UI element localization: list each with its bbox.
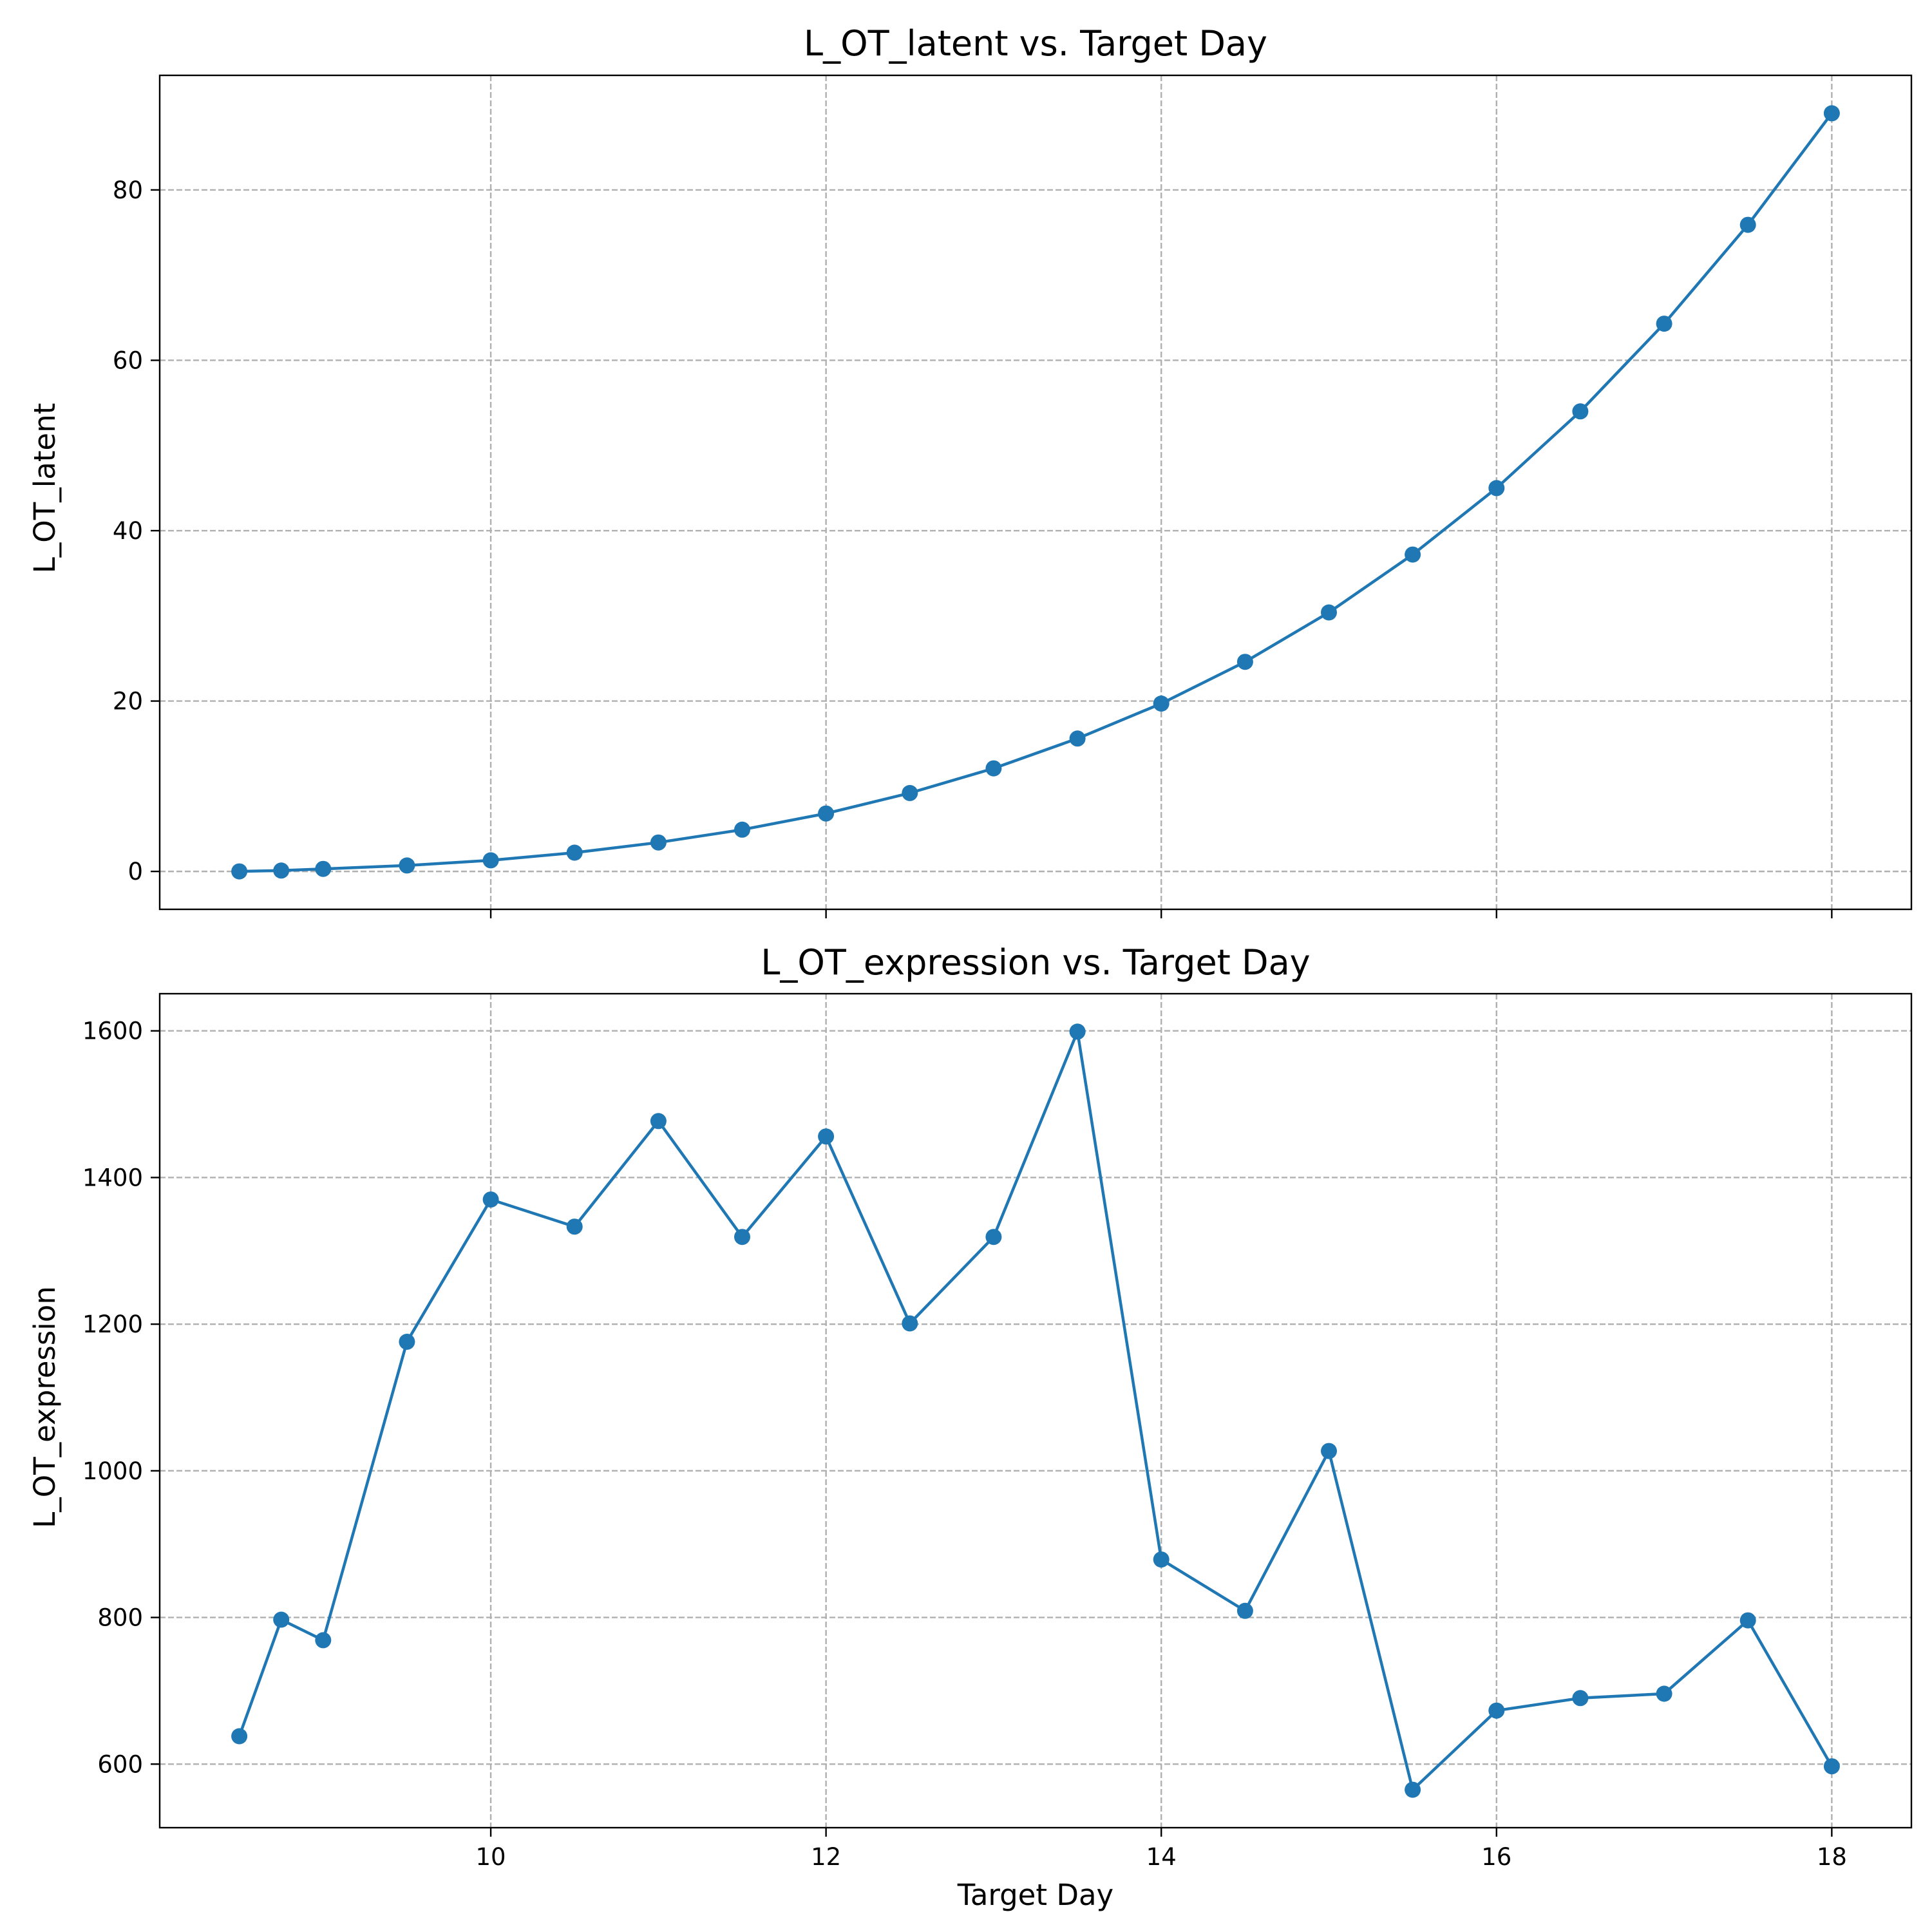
expression-chart-xtick-label: 14	[1146, 1843, 1177, 1871]
latent-chart-series	[231, 105, 1840, 880]
expression-chart-data-point	[566, 1218, 583, 1235]
latent-chart-data-point	[650, 834, 667, 851]
expression-chart-ytick-label: 1000	[82, 1457, 143, 1485]
expression-chart-series	[231, 1023, 1840, 1798]
expression-chart-data-point	[315, 1632, 332, 1649]
expression-chart-panel: L_OT_expression vs. Target Day L_OT_expr…	[28, 942, 1913, 1912]
expression-chart-xtick-label: 18	[1817, 1843, 1847, 1871]
latent-chart-ytick-label: 0	[128, 858, 143, 886]
latent-chart-data-point	[985, 760, 1002, 777]
expression-chart-data-point	[650, 1113, 667, 1130]
latent-chart-panel: L_OT_latent vs. Target Day L_OT_latent 0…	[28, 23, 1913, 918]
latent-chart-data-point	[1236, 654, 1253, 670]
latent-chart-title: L_OT_latent vs. Target Day	[804, 23, 1267, 64]
latent-chart-data-point	[734, 821, 750, 838]
latent-chart-data-point	[1321, 604, 1337, 621]
latent-chart-ytick-label: 80	[113, 176, 143, 204]
latent-chart-ticks: 0 20 40 60 80	[113, 176, 1833, 918]
latent-chart-ytick-label: 40	[113, 517, 143, 545]
expression-chart-data-point	[985, 1229, 1002, 1245]
expression-chart-data-point	[1321, 1443, 1337, 1459]
expression-chart-data-point	[399, 1334, 415, 1350]
latent-chart-frame	[158, 74, 1913, 911]
latent-chart-gridlines	[160, 75, 1911, 909]
latent-chart-data-point	[902, 784, 918, 801]
expression-chart-data-point	[1236, 1602, 1253, 1619]
latent-chart-data-point	[273, 862, 290, 879]
expression-chart-data-point	[1823, 1758, 1840, 1775]
latent-chart-data-point	[1153, 696, 1170, 712]
latent-chart-data-point	[1069, 730, 1086, 747]
latent-chart-ytick-label: 60	[113, 346, 143, 374]
expression-chart-data-point	[1405, 1781, 1421, 1798]
expression-chart-ytick-label: 1600	[82, 1018, 143, 1045]
expression-chart-data-point	[1572, 1690, 1589, 1707]
expression-chart-xtick-label: 12	[811, 1843, 841, 1871]
expression-chart-data-point	[1739, 1612, 1756, 1629]
latent-chart-data-point	[1405, 546, 1421, 563]
expression-chart-data-point	[818, 1128, 835, 1145]
latent-chart-data-point	[231, 863, 248, 880]
expression-chart-data-point	[482, 1191, 499, 1208]
expression-chart-data-point	[1069, 1023, 1086, 1040]
expression-chart-data-point	[902, 1315, 918, 1332]
latent-chart-data-point	[566, 844, 583, 861]
latent-chart-data-point	[482, 852, 499, 869]
expression-chart-ytick-label: 600	[97, 1750, 143, 1778]
latent-chart-data-point	[1739, 216, 1756, 233]
expression-chart-xlabel: Target Day	[957, 1878, 1113, 1912]
latent-chart-ytick-label: 20	[113, 688, 143, 715]
expression-chart-ytick-label: 800	[97, 1604, 143, 1632]
expression-chart-ytick-label: 1400	[82, 1164, 143, 1191]
latent-chart-data-point	[399, 857, 415, 874]
expression-chart-data-point	[734, 1229, 750, 1245]
expression-chart-data-point	[1656, 1685, 1672, 1702]
expression-chart-xtick-label: 10	[476, 1843, 506, 1871]
expression-chart-frame	[158, 992, 1913, 1829]
expression-chart-ticks: 10 12 14 16 18 600 800 1000 1200 1400 1600	[82, 1018, 1847, 1871]
expression-chart-data-point	[273, 1611, 290, 1628]
expression-chart-xtick-label: 16	[1481, 1843, 1511, 1871]
expression-chart-data-point	[1153, 1551, 1170, 1568]
latent-chart-data-point	[315, 860, 332, 877]
latent-chart-ylabel: L_OT_latent	[28, 403, 62, 574]
latent-chart-data-point	[1572, 403, 1589, 420]
latent-chart-data-point	[818, 805, 835, 822]
latent-chart-data-point	[1656, 316, 1672, 332]
latent-chart-data-point	[1823, 105, 1840, 122]
expression-chart-title: L_OT_expression vs. Target Day	[761, 942, 1310, 983]
expression-chart-ylabel: L_OT_expression	[28, 1286, 62, 1528]
expression-chart-data-point	[231, 1728, 248, 1745]
expression-chart-ytick-label: 1200	[82, 1311, 143, 1338]
expression-chart-data-point	[1488, 1702, 1505, 1719]
latent-chart-data-point	[1488, 480, 1505, 497]
